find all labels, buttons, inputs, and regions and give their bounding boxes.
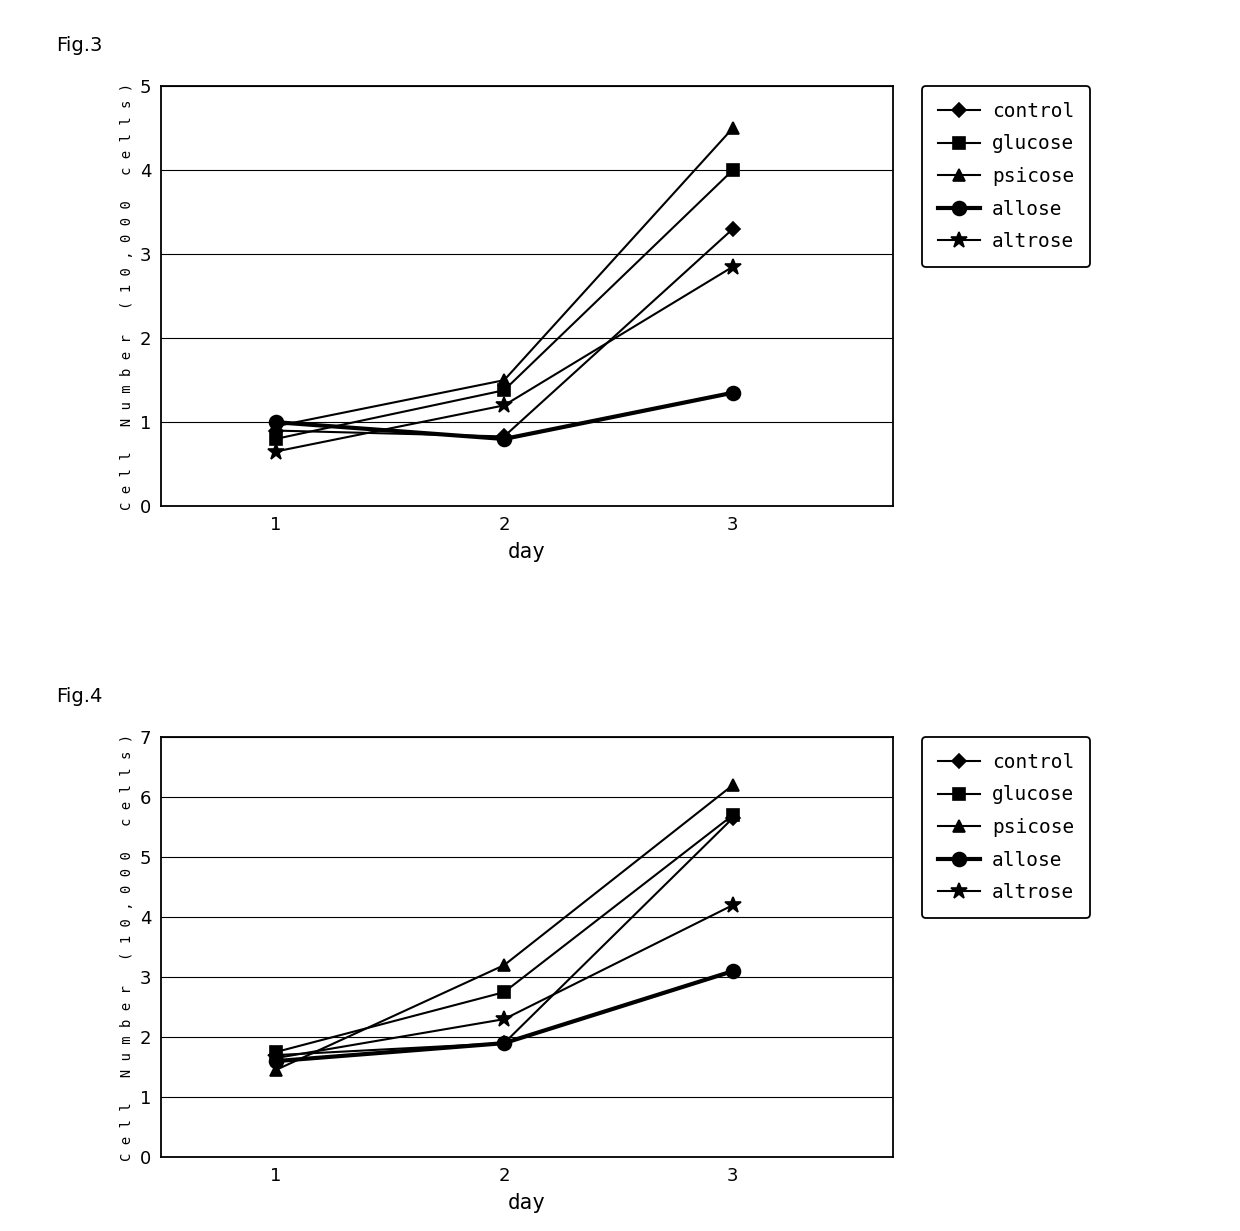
altrose — [497, 398, 512, 412]
Line: psicose: psicose — [269, 779, 739, 1076]
psicose — [268, 1062, 283, 1077]
Y-axis label: C e l l   N u m b e r   ( 1 0 , 0 0 0   c e l l s ): C e l l N u m b e r ( 1 0 , 0 0 0 c e l … — [120, 82, 134, 510]
control — [725, 811, 740, 826]
psicose — [725, 121, 740, 135]
glucose — [725, 808, 740, 822]
control — [268, 423, 283, 438]
Text: Fig.4: Fig.4 — [56, 687, 102, 707]
glucose — [268, 1045, 283, 1060]
control — [497, 1035, 512, 1050]
Legend: control, glucose, psicose, allose, altrose: control, glucose, psicose, allose, altro… — [923, 86, 1090, 267]
allose — [725, 385, 740, 400]
allose — [497, 432, 512, 447]
X-axis label: day: day — [508, 542, 546, 563]
altrose — [725, 260, 740, 275]
glucose — [497, 985, 512, 1000]
psicose — [497, 373, 512, 388]
Legend: control, glucose, psicose, allose, altrose: control, glucose, psicose, allose, altro… — [923, 737, 1090, 917]
psicose — [497, 958, 512, 972]
Line: psicose: psicose — [269, 122, 739, 432]
allose — [497, 1035, 512, 1050]
glucose — [725, 162, 740, 177]
glucose — [497, 383, 512, 398]
Line: altrose: altrose — [267, 897, 742, 1066]
Line: altrose: altrose — [267, 259, 742, 460]
control — [725, 222, 740, 236]
Line: allose: allose — [269, 385, 740, 446]
control — [268, 1048, 283, 1062]
allose — [268, 415, 283, 430]
altrose — [268, 444, 283, 459]
altrose — [497, 1012, 512, 1027]
psicose — [725, 778, 740, 793]
Line: control: control — [270, 814, 738, 1060]
glucose — [268, 432, 283, 447]
allose — [725, 964, 740, 979]
Line: glucose: glucose — [270, 810, 738, 1057]
Text: Fig.3: Fig.3 — [56, 37, 102, 55]
Line: glucose: glucose — [270, 165, 738, 444]
control — [497, 430, 512, 444]
Line: control: control — [270, 224, 738, 441]
Y-axis label: C e l l   N u m b e r   ( 1 0 , 0 0 0   c e l l s ): C e l l N u m b e r ( 1 0 , 0 0 0 c e l … — [120, 734, 134, 1161]
allose — [268, 1054, 283, 1069]
altrose — [725, 897, 740, 912]
psicose — [268, 419, 283, 433]
altrose — [268, 1051, 283, 1066]
X-axis label: day: day — [508, 1193, 546, 1214]
Line: allose: allose — [269, 964, 740, 1069]
